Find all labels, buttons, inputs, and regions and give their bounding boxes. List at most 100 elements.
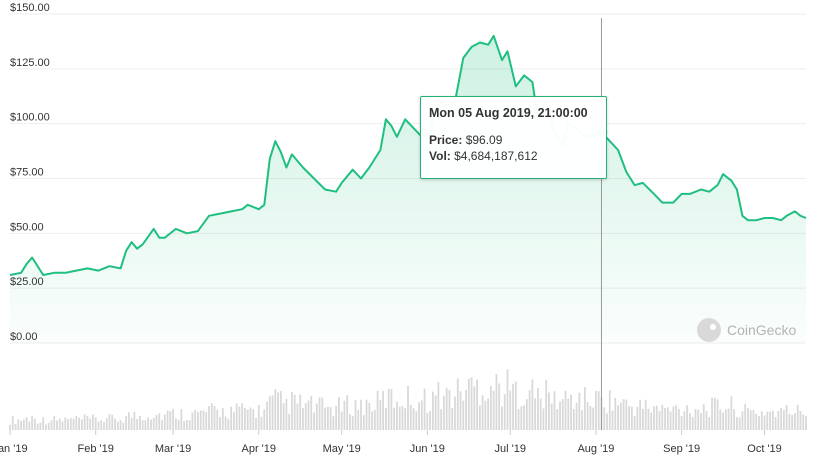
volume-bar	[553, 391, 556, 430]
volume-bar	[373, 409, 376, 430]
volume-bar	[467, 378, 470, 430]
volume-bar	[730, 396, 733, 430]
volume-bar	[642, 408, 644, 430]
y-tick-label: $150.00	[10, 2, 50, 14]
volume-bar	[202, 410, 205, 430]
volume-bar	[119, 420, 122, 430]
volume-bar	[321, 397, 324, 430]
volume-bar	[434, 395, 437, 430]
volume-bar	[473, 386, 476, 430]
volume-bar	[174, 418, 177, 430]
volume-bar	[329, 407, 332, 430]
volume-bar	[116, 421, 119, 430]
y-tick-label: $75.00	[10, 167, 44, 179]
volume-bar	[210, 403, 213, 430]
volume-bar	[470, 377, 473, 430]
volume-bar	[407, 385, 409, 430]
x-tick-label: Jan '19	[0, 443, 28, 455]
volume-bar	[490, 385, 492, 430]
volume-bar	[655, 405, 658, 430]
volume-bar	[445, 387, 448, 430]
volume-bar	[274, 389, 277, 430]
volume-bar	[711, 397, 713, 430]
x-tick-label: May '19	[323, 443, 361, 455]
volume-bar	[166, 410, 169, 430]
volume-bar	[235, 403, 238, 430]
volume-bar	[418, 402, 420, 430]
volume-bar	[53, 415, 56, 430]
volume-bar	[401, 406, 404, 430]
volume-bar	[188, 420, 191, 430]
volume-bar	[738, 417, 741, 430]
volume-bar	[597, 391, 600, 430]
volume-bar	[169, 411, 172, 430]
volume-bar	[550, 403, 553, 430]
volume-bar	[409, 404, 412, 430]
tooltip-title: Mon 05 Aug 2019, 21:00:00	[429, 106, 588, 120]
volume-bar	[736, 417, 738, 430]
volume-bar	[506, 369, 509, 430]
volume-bar	[680, 415, 683, 430]
volume-bar	[625, 399, 628, 430]
volume-bar	[161, 419, 163, 430]
volume-bar	[777, 410, 780, 430]
volume-bar	[608, 390, 611, 430]
volume-bar	[459, 391, 462, 430]
y-tick-label: $25.00	[10, 276, 44, 288]
volume-bar	[578, 392, 581, 430]
volume-bar	[583, 387, 586, 430]
volume-bar	[22, 419, 25, 430]
volume-bar	[448, 390, 451, 430]
volume-bar	[371, 411, 373, 430]
volume-bar	[694, 408, 697, 430]
volume-bar	[451, 408, 454, 430]
x-tick-label: Mar '19	[155, 443, 191, 455]
volume-bar	[476, 379, 478, 430]
volume-bar	[282, 403, 285, 430]
volume-bar	[722, 412, 724, 430]
volume-bar	[520, 406, 523, 430]
volume-bar	[619, 402, 622, 430]
volume-bar	[420, 400, 423, 430]
volume-bar	[94, 417, 97, 430]
price-tooltip: Mon 05 Aug 2019, 21:00:00 Price: $96.09 …	[420, 96, 607, 179]
volume-bar	[611, 410, 614, 430]
volume-bar	[108, 413, 111, 430]
volume-bar	[86, 415, 89, 430]
volume-bar	[335, 406, 338, 430]
x-tick-label: Apr '19	[241, 443, 276, 455]
volume-bar	[666, 407, 669, 430]
volume-bar	[771, 410, 774, 430]
volume-bar	[517, 409, 520, 430]
volume-bar	[147, 417, 150, 430]
volume-bar	[227, 418, 230, 430]
volume-bar	[9, 424, 11, 430]
volume-bar	[266, 401, 268, 430]
volume-bar	[291, 392, 293, 430]
volume-bar	[495, 373, 498, 430]
volume-bar	[487, 398, 490, 430]
volume-bar	[465, 389, 467, 430]
volume-bar	[127, 412, 130, 430]
volume-bar	[705, 410, 708, 430]
volume-bar	[689, 413, 691, 430]
volume-bar	[199, 410, 202, 430]
volume-bar	[545, 379, 548, 430]
volume-bar	[702, 404, 705, 430]
volume-bar	[390, 389, 393, 430]
volume-bar	[675, 405, 677, 430]
volume-bar	[528, 390, 531, 430]
x-tick-label: Sep '19	[663, 443, 700, 455]
tooltip-vol-label: Vol:	[429, 149, 451, 163]
x-tick-label: Jun '19	[410, 443, 445, 455]
volume-bar	[724, 409, 727, 430]
volume-bar	[172, 408, 174, 430]
volume-bar	[503, 394, 506, 430]
volume-bar	[769, 411, 771, 430]
volume-bar	[639, 399, 642, 430]
volume-bar	[650, 412, 653, 430]
volume-bar	[733, 409, 736, 430]
volume-bar	[125, 416, 127, 430]
volume-bar	[492, 390, 495, 430]
